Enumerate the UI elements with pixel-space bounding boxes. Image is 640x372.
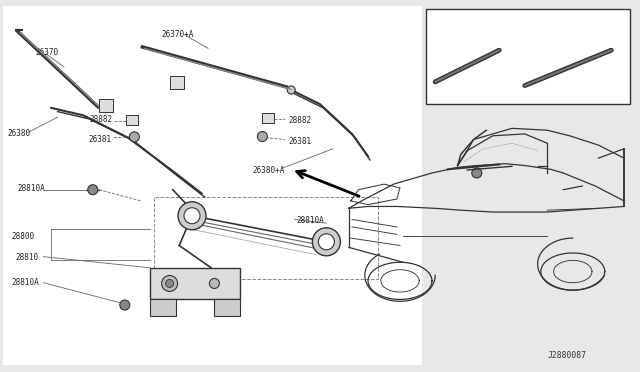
Bar	[214, 299, 240, 316]
Circle shape	[312, 228, 340, 256]
Circle shape	[209, 279, 220, 288]
Bar	[150, 268, 240, 299]
Bar	[3, 6, 422, 365]
Bar	[426, 9, 630, 104]
Text: 26381: 26381	[88, 135, 111, 144]
Bar	[262, 113, 274, 123]
Circle shape	[166, 279, 173, 288]
Text: 26373M
(DRIVER): 26373M (DRIVER)	[528, 23, 563, 36]
Text: 26373P
(ASSIST): 26373P (ASSIST)	[435, 23, 470, 36]
Bar	[126, 115, 138, 125]
Bar	[154, 197, 378, 279]
Text: 26380: 26380	[8, 129, 31, 138]
Text: 28882: 28882	[288, 116, 311, 125]
Text: 26380+A: 26380+A	[253, 166, 285, 174]
Text: 28810A: 28810A	[18, 184, 45, 193]
Circle shape	[257, 132, 268, 141]
Text: J2880087: J2880087	[547, 351, 586, 360]
Circle shape	[162, 275, 178, 292]
Circle shape	[120, 300, 130, 310]
Text: REFILL-WIPER BLADE: REFILL-WIPER BLADE	[432, 14, 520, 23]
Circle shape	[184, 208, 200, 224]
Circle shape	[129, 132, 140, 142]
Circle shape	[88, 185, 98, 195]
Bar	[99, 99, 113, 112]
Text: 28810A: 28810A	[296, 216, 324, 225]
Circle shape	[287, 86, 295, 94]
Circle shape	[319, 234, 334, 250]
Text: 26381: 26381	[288, 137, 311, 146]
Text: 28882: 28882	[90, 115, 113, 124]
Text: 26370+A: 26370+A	[161, 30, 194, 39]
Text: 26370: 26370	[36, 48, 59, 57]
Circle shape	[178, 202, 206, 230]
Text: 28810: 28810	[15, 253, 38, 262]
Circle shape	[472, 168, 482, 178]
Text: 28800: 28800	[12, 232, 35, 241]
Bar	[150, 299, 176, 316]
Bar	[170, 76, 184, 89]
Text: 28810A: 28810A	[12, 278, 39, 287]
